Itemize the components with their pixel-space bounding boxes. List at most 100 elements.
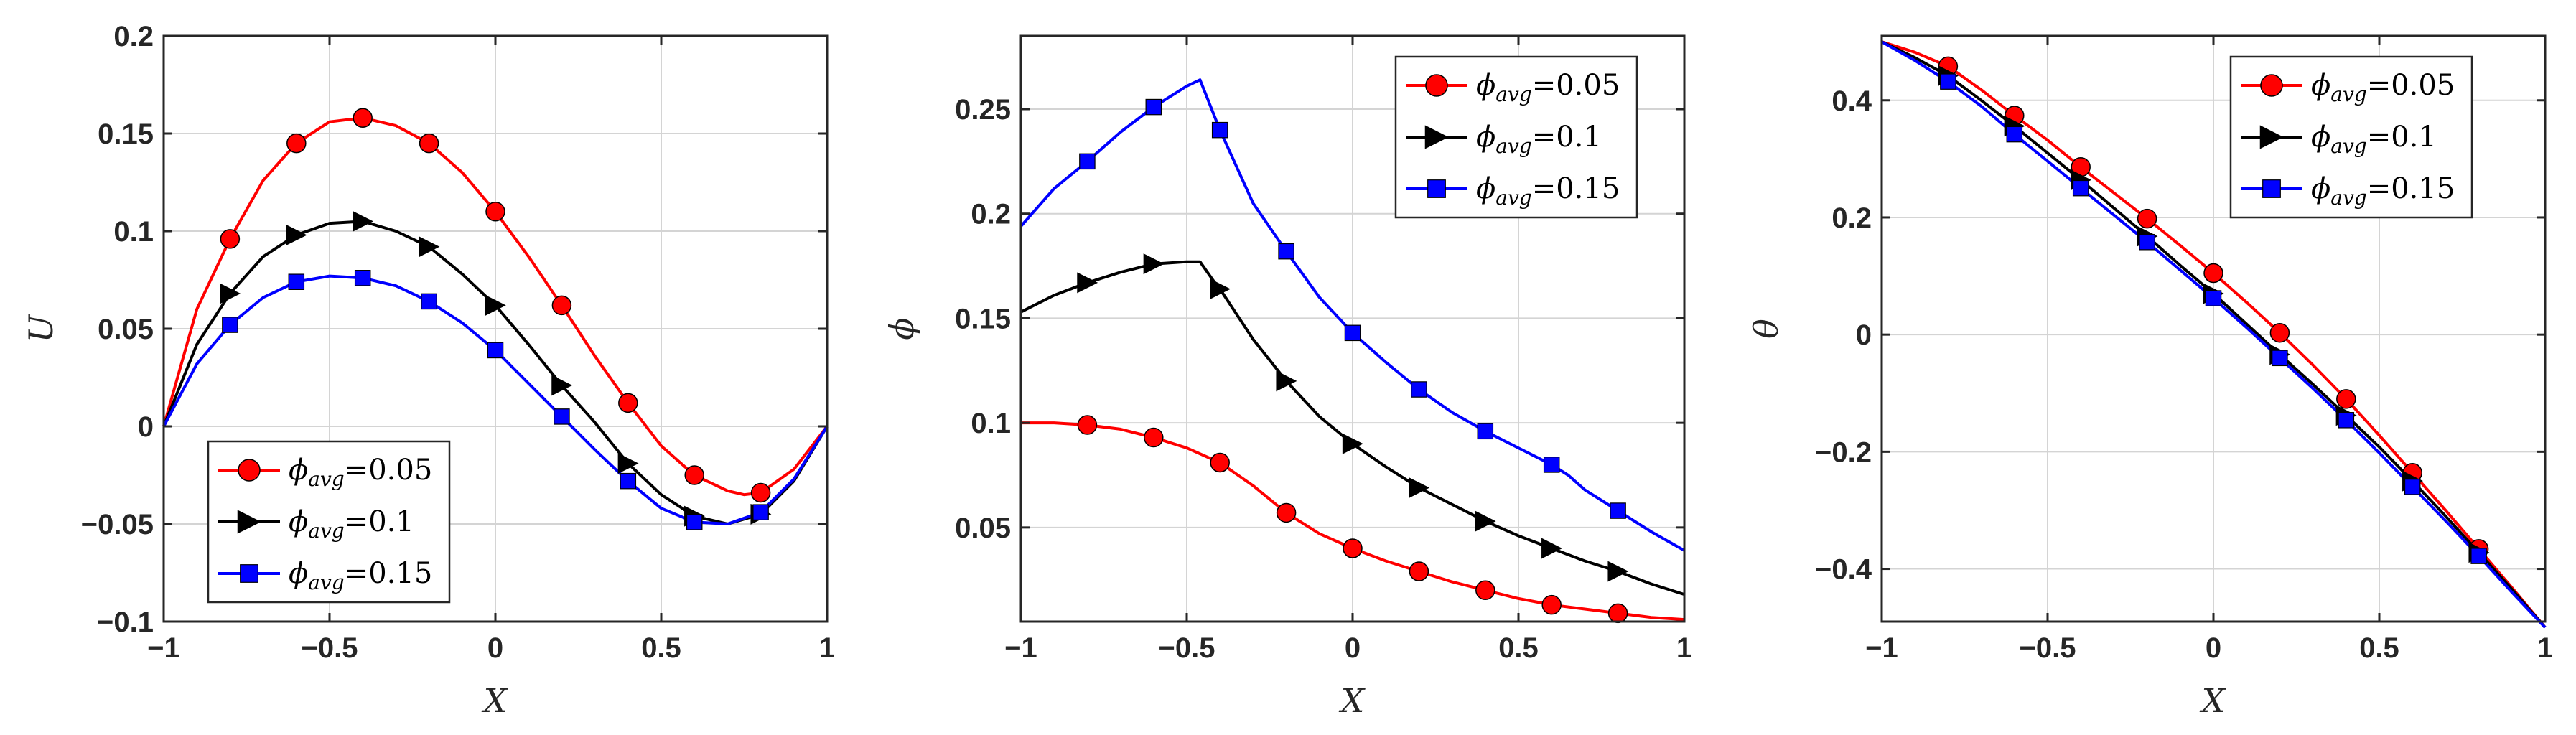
y-axis-label: θ xyxy=(1747,319,1786,339)
data-point-square xyxy=(1940,73,1956,90)
data-point-triangle-right xyxy=(1143,253,1165,275)
data-point-square xyxy=(620,472,637,490)
data-point-triangle-right xyxy=(1077,272,1098,294)
x-tick-label: −0.5 xyxy=(1159,632,1215,664)
data-point-triangle-right xyxy=(353,210,373,232)
data-point-circle xyxy=(485,202,505,222)
data-point-square xyxy=(421,293,437,310)
x-tick-label: −1 xyxy=(1004,632,1037,664)
y-tick-label: 0.2 xyxy=(113,21,154,52)
data-point-circle xyxy=(2269,322,2290,343)
data-point-square xyxy=(2139,233,2155,251)
data-point-circle xyxy=(2203,263,2223,284)
data-point-square xyxy=(1477,423,1494,440)
data-point-square xyxy=(1411,381,1427,398)
chart-panel-2: −1 −0.5 0 0.5 1 0.05 0.1 0.15 0.2 0.25 Xϕ ϕavg=0.05… xyxy=(882,34,1692,720)
data-point-square xyxy=(288,273,305,290)
data-point-square xyxy=(1610,502,1626,519)
legend: ϕavg=0.05 ϕavg=0.1 ϕavg=0.15 xyxy=(1394,55,1638,219)
data-point-circle xyxy=(2336,389,2356,409)
data-point-square xyxy=(554,408,570,425)
legend-label: ϕavg=0.15 xyxy=(2311,172,2455,210)
x-tick-label: 0 xyxy=(1345,632,1361,664)
legend-label: ϕavg=0.05 xyxy=(1476,69,1620,106)
data-point-triangle-right xyxy=(1475,510,1496,532)
x-axis-label: X xyxy=(1339,681,1366,720)
y-tick-label: −0.05 xyxy=(81,509,154,540)
x-tick-label: −1 xyxy=(1865,632,1898,664)
legend-label: ϕavg=0.1 xyxy=(2311,121,2437,158)
y-tick-label: 0 xyxy=(1856,319,1872,351)
data-point-triangle-right xyxy=(1276,370,1297,392)
data-point-triangle-right xyxy=(1541,538,1562,559)
x-axis-label: X xyxy=(482,681,509,720)
y-tick-label: 0.2 xyxy=(1831,202,1872,234)
data-point-square xyxy=(2404,479,2421,495)
legend-marker-square xyxy=(240,564,258,583)
data-point-square xyxy=(2072,179,2089,197)
data-point-square xyxy=(1211,121,1228,139)
chart-panel-1: −1 −0.5 0 0.5 1 −0.1 −0.05 0 0.05 0.1 0.15 0.2 X Uϕav… xyxy=(22,21,835,720)
data-point-square xyxy=(2272,350,2288,367)
data-point-square xyxy=(752,504,769,520)
y-axis-label: ϕ xyxy=(882,317,921,340)
data-point-circle xyxy=(353,108,373,128)
legend-marker-triangle-right xyxy=(1424,125,1449,149)
y-tick-label: 0.25 xyxy=(955,94,1011,126)
x-tick-label: −0.5 xyxy=(302,632,358,664)
data-point-square xyxy=(354,270,371,286)
legend-label: ϕavg=0.05 xyxy=(289,454,432,491)
data-point-square xyxy=(1079,153,1096,170)
data-point-circle xyxy=(1343,538,1363,558)
y-tick-label: −0.4 xyxy=(1815,554,1872,586)
data-point-circle xyxy=(1144,427,1164,448)
legend-label: ϕavg=0.1 xyxy=(1476,121,1602,158)
y-tick-label: −0.2 xyxy=(1815,436,1872,468)
data-point-square xyxy=(222,317,238,333)
legend-marker-circle xyxy=(238,459,261,482)
data-point-square xyxy=(1543,457,1560,473)
data-point-circle xyxy=(286,133,307,154)
data-point-triangle-right xyxy=(419,236,440,258)
legend-marker-square xyxy=(1427,179,1446,198)
data-point-circle xyxy=(220,229,241,249)
x-tick-label: 1 xyxy=(819,632,835,664)
data-point-circle xyxy=(419,133,439,154)
data-point-square xyxy=(1145,98,1162,116)
data-point-circle xyxy=(1276,502,1297,523)
x-axis-label: X xyxy=(2200,681,2227,720)
data-point-triangle-right xyxy=(485,294,506,316)
data-point-circle xyxy=(684,465,704,485)
data-point-triangle-right xyxy=(617,453,639,474)
x-tick-label: 0.5 xyxy=(641,632,681,664)
data-point-square xyxy=(1278,243,1294,260)
data-point-circle xyxy=(618,393,638,413)
legend-label: ϕavg=0.15 xyxy=(1476,172,1620,210)
data-point-square xyxy=(2338,412,2355,429)
data-point-triangle-right xyxy=(1342,433,1363,454)
chart-panel-3: −1 −0.5 0 0.5 1−0.4−0.200.20.4Xθϕavg=0.05ϕav… xyxy=(1747,34,2553,720)
data-point-square xyxy=(487,342,504,359)
series-line-triangle-right xyxy=(1020,260,1685,596)
data-point-circle xyxy=(1210,452,1230,473)
x-tick-label: 0 xyxy=(2206,632,2221,664)
data-point-square xyxy=(686,514,703,530)
data-point-circle xyxy=(1475,580,1495,601)
data-point-square xyxy=(2205,290,2222,306)
x-tick-label: −1 xyxy=(147,632,180,664)
data-point-triangle-right xyxy=(286,224,307,245)
y-tick-label: −0.1 xyxy=(97,607,154,638)
data-point-triangle-right xyxy=(1210,278,1231,300)
y-tick-label: 0.2 xyxy=(971,199,1011,230)
data-point-triangle-right xyxy=(551,375,573,396)
x-tick-label: −0.5 xyxy=(2020,632,2076,664)
x-tick-label: 1 xyxy=(2537,632,2553,664)
legend-marker-triangle-right xyxy=(237,510,261,534)
y-tick-label: 0 xyxy=(138,411,154,443)
series-line-circle xyxy=(162,116,829,497)
legend-marker-square xyxy=(2262,179,2281,198)
y-axis-label: U xyxy=(22,313,60,342)
legend: ϕavg=0.05 ϕavg=0.1 ϕavg=0.15 xyxy=(207,440,451,604)
y-tick-label: 0.1 xyxy=(113,216,154,248)
